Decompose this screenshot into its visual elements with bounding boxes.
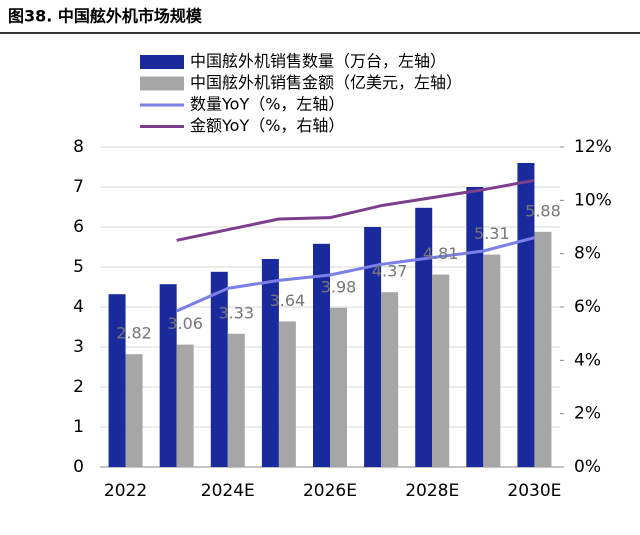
bar	[432, 274, 450, 467]
x-tick-label: 2026E	[303, 481, 357, 501]
data-label: 2.82	[116, 324, 152, 343]
y-tick-label: 3	[73, 337, 84, 357]
bar	[227, 333, 245, 467]
y2-tick-label: 8%	[574, 244, 601, 264]
data-label: 5.88	[525, 201, 561, 220]
title-rule	[0, 32, 640, 34]
y-tick-label: 6	[73, 217, 84, 237]
y2-tick-label: 12%	[574, 137, 612, 157]
bar	[159, 284, 177, 467]
y-tick-label: 4	[73, 297, 84, 317]
legend-label: 中国舷外机销售数量（万台，左轴）	[190, 52, 446, 71]
y2-tick-label: 10%	[574, 190, 612, 210]
bar	[466, 187, 484, 467]
bar	[125, 354, 143, 467]
line-series	[176, 236, 535, 313]
bar	[176, 344, 194, 467]
bar	[108, 294, 126, 467]
bar	[415, 207, 433, 468]
legend-label: 数量YoY（%，左轴）	[190, 95, 344, 114]
y2-tick-label: 0%	[574, 457, 601, 477]
y2-tick-label: 4%	[574, 350, 601, 370]
y2-tick-label: 6%	[574, 297, 601, 317]
bar	[534, 231, 552, 467]
bar	[364, 227, 382, 467]
chart-title: 图38. 中国舷外机市场规模	[8, 7, 203, 26]
data-label: 3.06	[167, 314, 203, 333]
data-label: 5.31	[474, 224, 510, 243]
bar	[381, 292, 399, 467]
legend-swatch	[140, 76, 184, 91]
y-tick-label: 7	[73, 177, 84, 197]
data-label: 3.98	[321, 277, 357, 296]
legend-label: 中国舷外机销售金额（亿美元，左轴）	[190, 73, 462, 92]
legend-swatch	[140, 55, 184, 69]
bar	[330, 307, 347, 467]
x-tick-label: 2028E	[405, 481, 459, 501]
y-tick-label: 1	[73, 417, 84, 437]
bar	[261, 259, 279, 467]
data-label: 3.64	[270, 291, 306, 310]
y-tick-label: 2	[73, 377, 84, 397]
bar	[483, 254, 501, 467]
x-tick-label: 2030E	[507, 481, 561, 501]
data-label: 4.81	[423, 244, 459, 263]
line-series	[176, 178, 535, 242]
bar	[210, 271, 228, 467]
bar	[278, 321, 296, 467]
x-tick-label: 2024E	[201, 481, 255, 501]
y2-tick-label: 2%	[574, 404, 601, 424]
x-tick-label: 2022	[104, 481, 147, 501]
y-tick-label: 5	[73, 257, 84, 277]
data-label: 3.33	[218, 303, 254, 322]
y-tick-label: 0	[73, 457, 84, 477]
data-label: 4.37	[372, 262, 408, 281]
legend-label: 金额YoY（%，右轴）	[190, 116, 344, 135]
y-tick-label: 8	[73, 137, 84, 157]
bar	[313, 243, 330, 467]
